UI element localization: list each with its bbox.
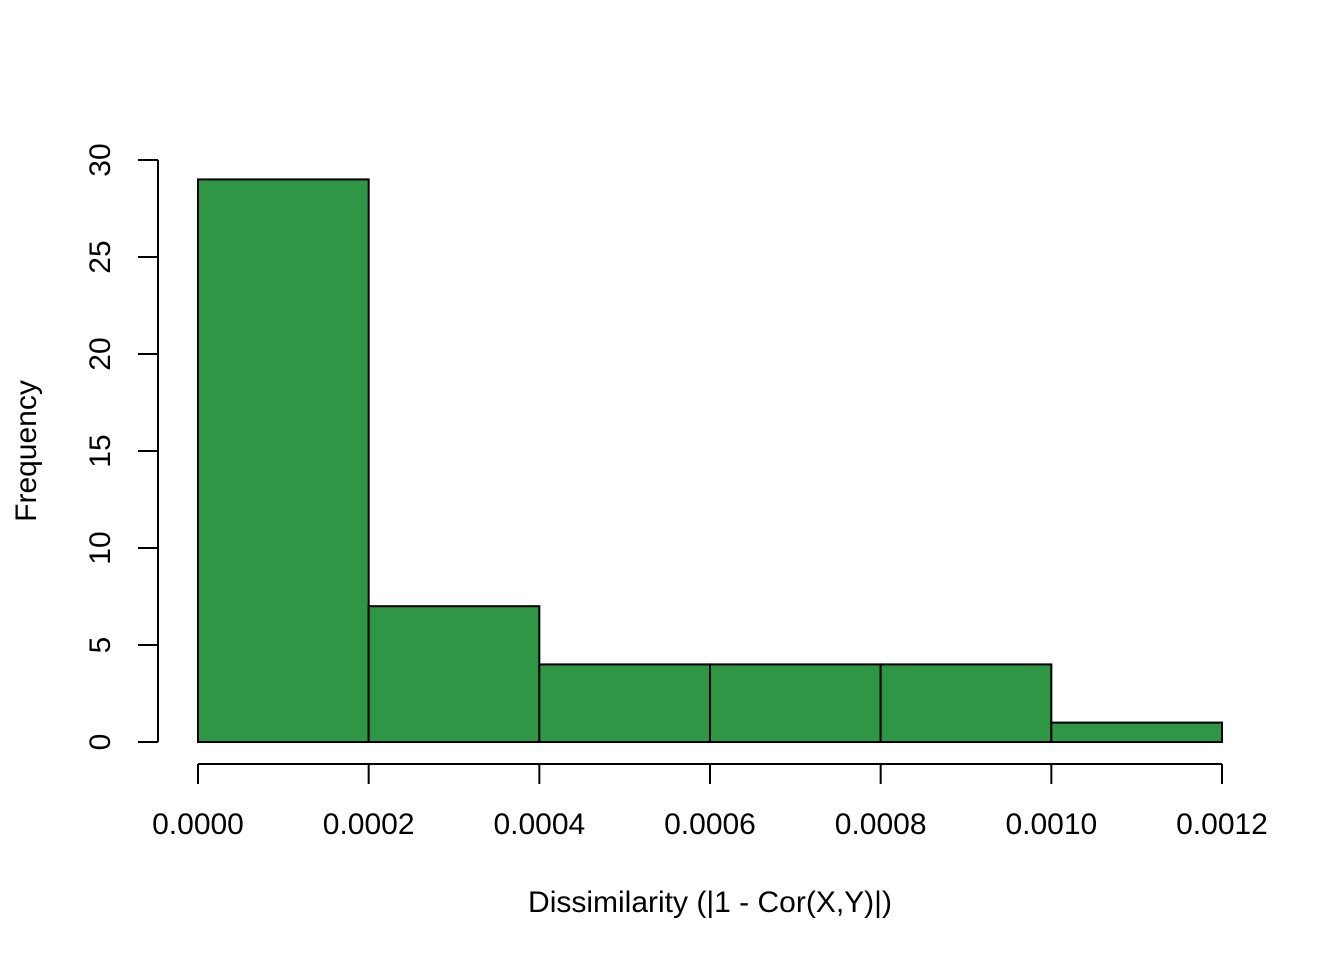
- y-tick-label-3: 15: [84, 434, 117, 467]
- y-tick-label-5: 25: [84, 240, 117, 273]
- y-tick-label-4: 20: [84, 337, 117, 370]
- y-tick-label-0: 0: [84, 734, 117, 751]
- y-tick-label-1: 5: [84, 637, 117, 654]
- x-tick-label-1: 0.0002: [323, 808, 415, 841]
- x-tick-label-4: 0.0008: [835, 808, 927, 841]
- x-axis-title: Dissimilarity (|1 - Cor(X,Y)|): [528, 886, 892, 919]
- y-axis: 0 5 10 15 20 25 30: [84, 143, 159, 751]
- y-tick-label-6: 30: [84, 143, 117, 176]
- histogram-bar-5: [1050, 721, 1224, 743]
- x-tick-label-2: 0.0004: [493, 808, 585, 841]
- bars-group: [197, 178, 1224, 744]
- histogram-bar-3: [709, 663, 882, 744]
- histogram-bar-2: [538, 663, 711, 744]
- x-tick-label-0: 0.0000: [152, 808, 244, 841]
- x-tick-label-5: 0.0010: [1005, 808, 1097, 841]
- histogram-bar-4: [879, 663, 1053, 744]
- histogram-bar-0: [197, 178, 370, 743]
- histogram-bar-1: [367, 605, 541, 744]
- x-tick-label-6: 0.0012: [1176, 808, 1268, 841]
- x-axis: 0.0000 0.0002 0.0004 0.0006 0.0008 0.0010 0.00…: [152, 763, 1268, 841]
- y-axis-title: Frequency: [10, 380, 43, 522]
- x-tick-label-3: 0.0006: [664, 808, 756, 841]
- y-tick-label-2: 10: [84, 531, 117, 564]
